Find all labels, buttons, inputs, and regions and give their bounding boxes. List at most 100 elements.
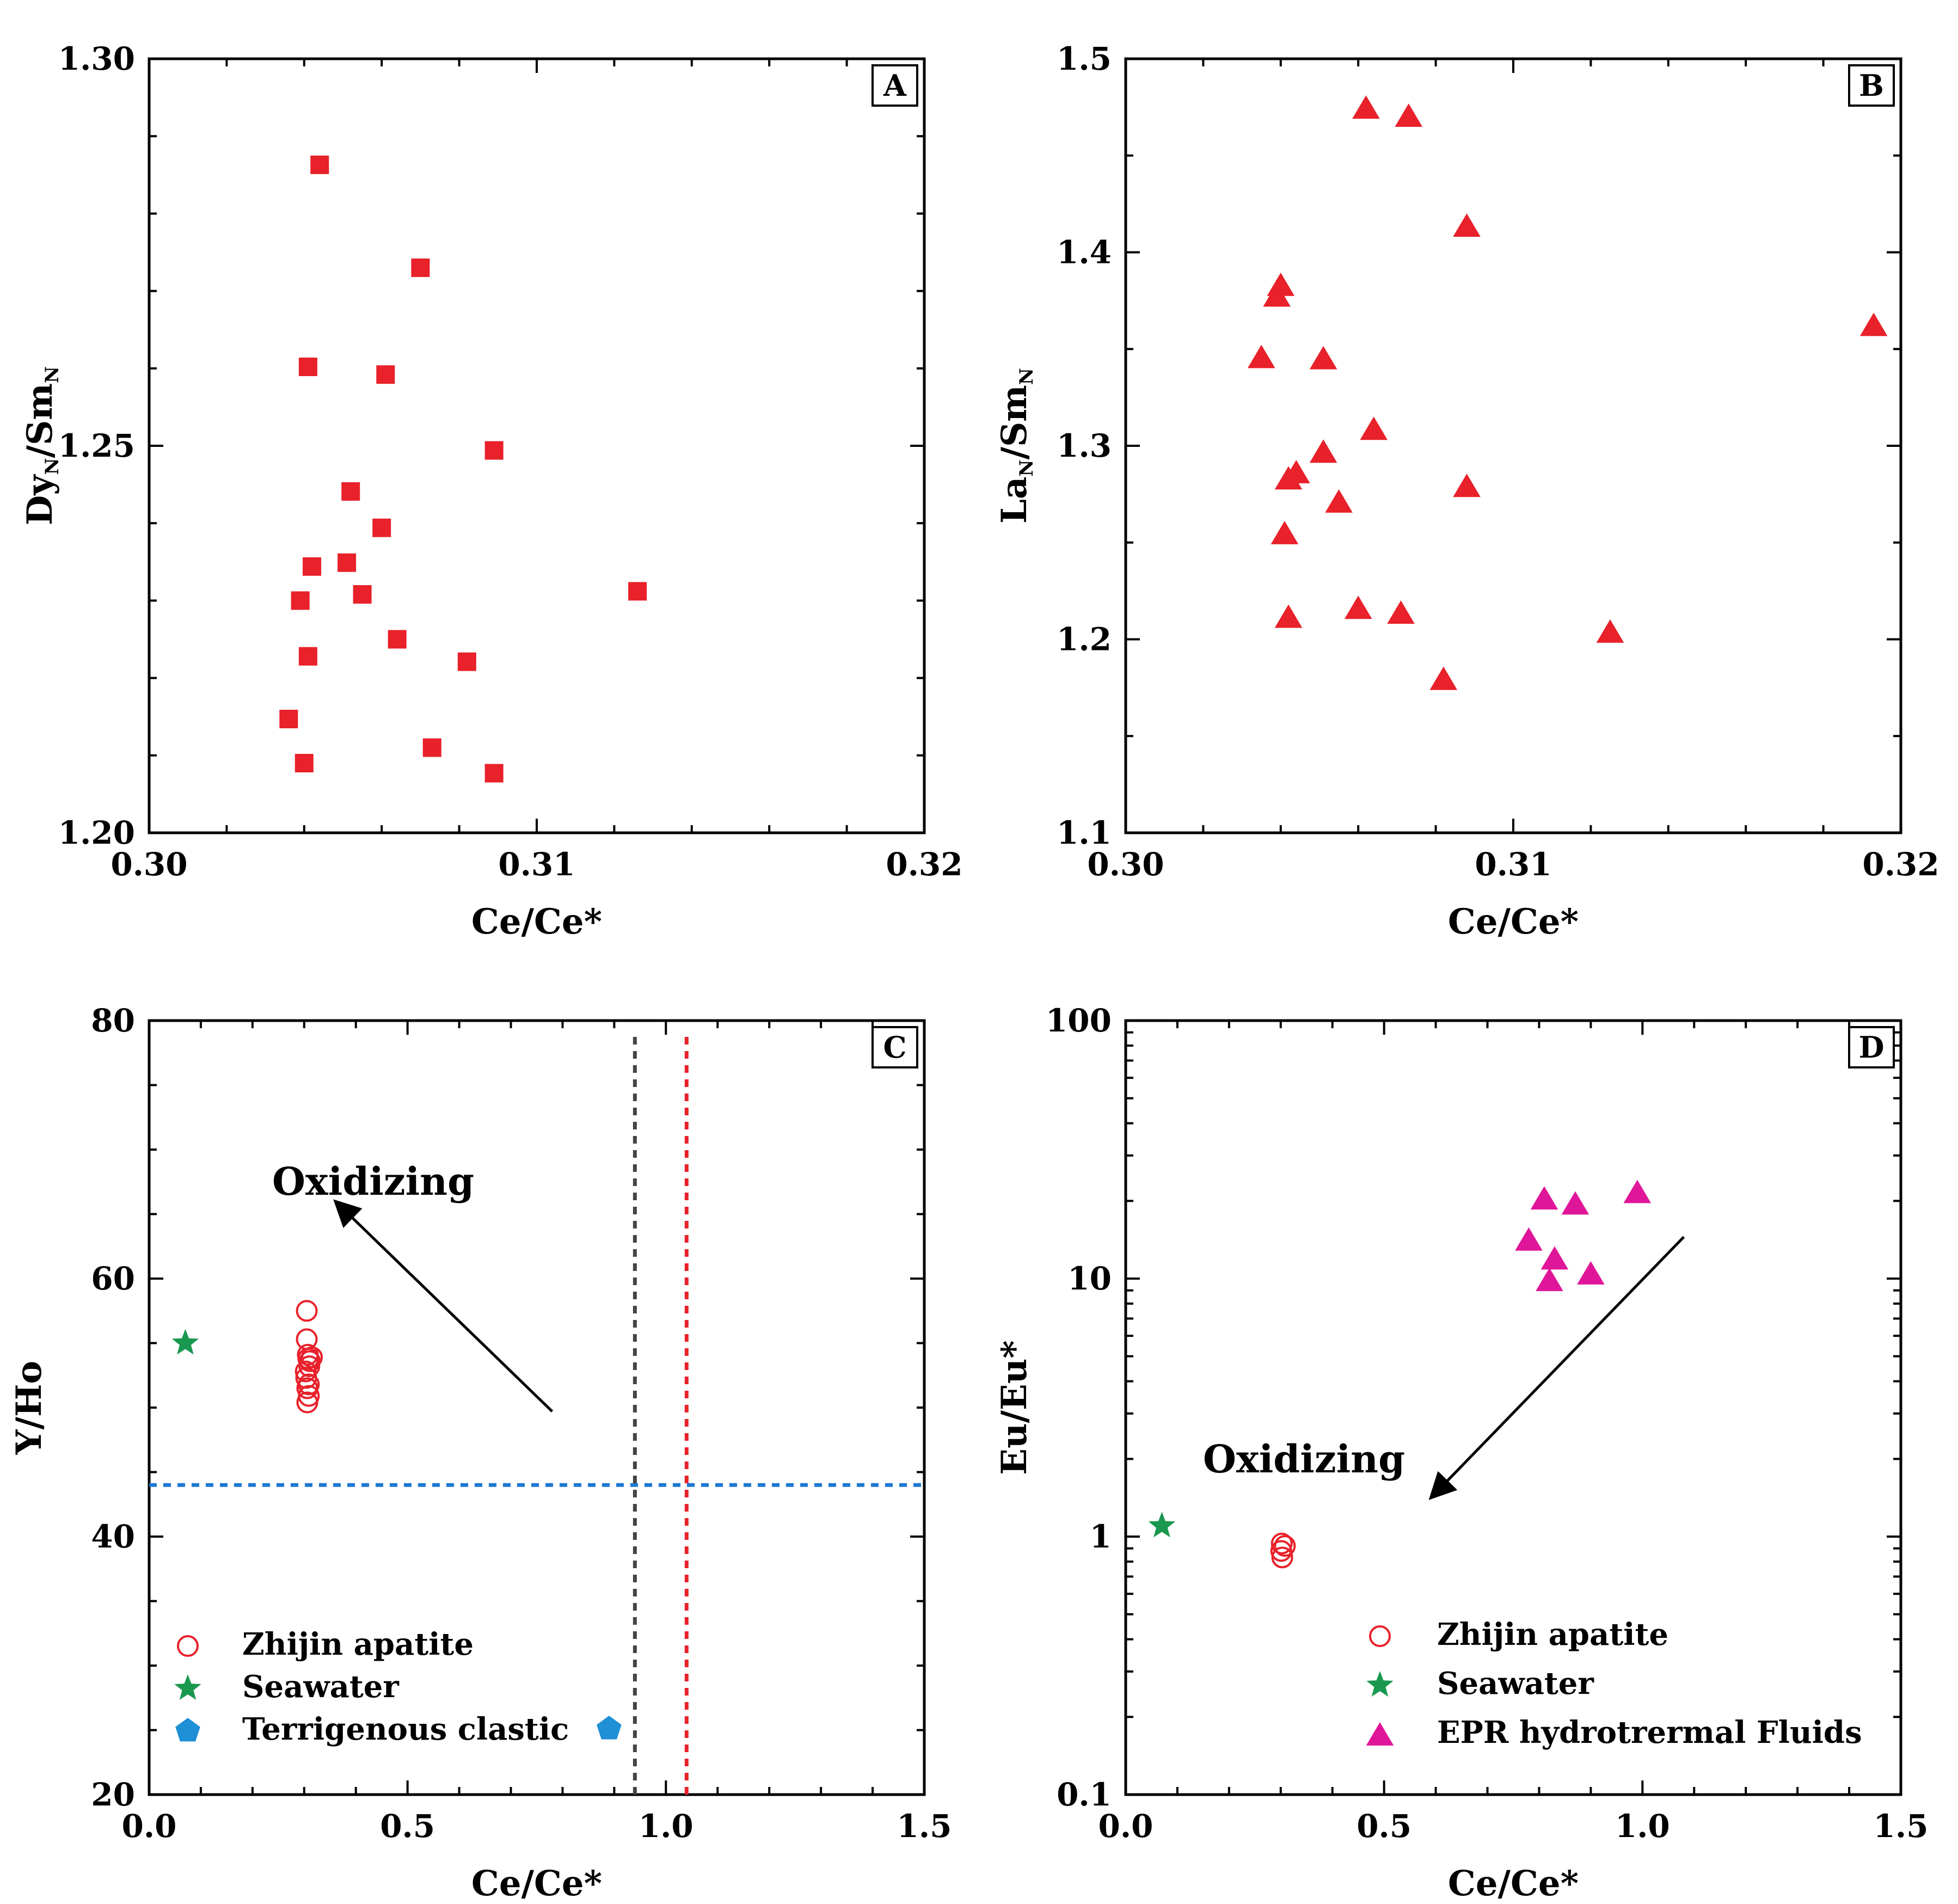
legend-marker bbox=[177, 1635, 199, 1657]
data-point bbox=[1453, 213, 1481, 237]
data-point bbox=[1596, 619, 1624, 643]
y-tick-label: 1.5 bbox=[1057, 40, 1112, 77]
panel-d: 0.0 0.5 1.0 1.5 0.1 1 10 100 Ce/Ce* Eu/Eu* D Oxidiz… bbox=[994, 1002, 1929, 1904]
plot-frame bbox=[1124, 57, 1902, 834]
y-tick-label: 80 bbox=[91, 1002, 135, 1039]
x-axis-title: Ce/Ce* bbox=[1448, 1863, 1579, 1901]
x-tick-label: 0.0 bbox=[1098, 1808, 1153, 1845]
data-point bbox=[298, 357, 317, 376]
x-tick-label: 0.32 bbox=[1862, 846, 1939, 883]
data-point bbox=[296, 1391, 318, 1414]
data-point bbox=[1309, 346, 1337, 370]
y-tick-label: 1.20 bbox=[58, 814, 135, 851]
y-axis-title: Y/Ho bbox=[9, 1361, 50, 1455]
data-point bbox=[1395, 103, 1423, 127]
legend-label: Seawater bbox=[1437, 1666, 1594, 1702]
data-point bbox=[388, 630, 407, 649]
x-axis-title: Ce/Ce* bbox=[1448, 901, 1579, 942]
legend-label: Terrigenous clastic bbox=[242, 1711, 569, 1747]
legend-label: Zhijin apatite bbox=[1437, 1617, 1668, 1653]
y-tick-label: 100 bbox=[1046, 1002, 1112, 1039]
data-point bbox=[1360, 416, 1388, 440]
x-tick-label: 0.0 bbox=[122, 1808, 177, 1845]
series-epr-hydrotrermal-fluids bbox=[1515, 1180, 1652, 1291]
data-point bbox=[294, 754, 314, 773]
legend: Zhijin apatite Seawater Terrigenous clasti… bbox=[174, 1626, 569, 1747]
y-tick-label: 1.30 bbox=[58, 40, 135, 77]
data-point bbox=[1387, 600, 1415, 624]
x-tick-label: 0.32 bbox=[886, 846, 962, 883]
panel-tag-box bbox=[871, 1026, 918, 1068]
oxidizing-label: Oxidizing bbox=[1203, 1436, 1405, 1482]
x-axis-title: Ce/Ce* bbox=[471, 1863, 602, 1901]
data-point bbox=[376, 365, 395, 384]
oxidizing-arrow bbox=[333, 1199, 554, 1412]
legend-marker bbox=[1369, 1625, 1391, 1647]
data-point bbox=[1344, 595, 1372, 619]
oxidizing-label: Oxidizing bbox=[272, 1159, 474, 1204]
data-point bbox=[1263, 283, 1291, 307]
panel-tag: B bbox=[1859, 68, 1884, 103]
data-point bbox=[1429, 666, 1458, 690]
data-point bbox=[411, 258, 430, 277]
panel-b: 0.30 0.31 0.32 1.1 1.2 1.3 1.4 1.5 Ce/Ce* LaN/SmN… bbox=[994, 40, 1939, 942]
series-seawater bbox=[1148, 1512, 1176, 1538]
plot-frame bbox=[1124, 1019, 1902, 1796]
data-point bbox=[597, 1716, 622, 1740]
data-point bbox=[291, 591, 310, 610]
legend-marker bbox=[1366, 1722, 1394, 1746]
data-point bbox=[296, 1300, 318, 1322]
y-tick-label: 1 bbox=[1090, 1518, 1112, 1555]
panel-tag: D bbox=[1859, 1030, 1885, 1065]
data-point bbox=[1270, 1540, 1292, 1562]
x-tick-label: 1.0 bbox=[1615, 1808, 1670, 1845]
data-point bbox=[353, 585, 372, 604]
data-point bbox=[279, 709, 298, 728]
data-point bbox=[1325, 489, 1353, 513]
data-point bbox=[171, 1329, 199, 1355]
data-point bbox=[372, 518, 391, 537]
x-tick-label: 0.30 bbox=[111, 846, 187, 883]
y-tick-label: 20 bbox=[91, 1776, 135, 1813]
data-point bbox=[1623, 1180, 1652, 1203]
y-axis-title: Eu/Eu* bbox=[994, 1340, 1035, 1475]
legend-label: EPR hydrotrermal Fluids bbox=[1437, 1715, 1862, 1751]
series-square bbox=[279, 155, 647, 783]
panel-tag-box bbox=[1848, 64, 1895, 107]
y-tick-label: 1.25 bbox=[58, 427, 135, 464]
data-point bbox=[1577, 1261, 1605, 1285]
data-point bbox=[1540, 1246, 1569, 1270]
data-point bbox=[1274, 466, 1303, 490]
legend-marker bbox=[174, 1674, 201, 1700]
data-point bbox=[1561, 1191, 1589, 1215]
data-point bbox=[628, 582, 647, 601]
legend-marker bbox=[1366, 1671, 1394, 1697]
data-point bbox=[301, 1346, 323, 1368]
y-axis-title: LaN/SmN bbox=[994, 368, 1038, 524]
data-point bbox=[341, 482, 360, 501]
x-tick-label: 1.5 bbox=[897, 1808, 952, 1845]
series-zhijin-apatite bbox=[294, 1300, 323, 1414]
series-terrigenous-clastic bbox=[597, 1716, 622, 1740]
x-tick-label: 1.5 bbox=[1874, 1808, 1929, 1845]
y-tick-label: 40 bbox=[91, 1518, 135, 1555]
panel-tag: C bbox=[883, 1030, 907, 1065]
data-point bbox=[457, 652, 476, 671]
x-tick-label: 0.5 bbox=[1357, 1808, 1411, 1845]
y-tick-label: 1.1 bbox=[1057, 814, 1112, 851]
data-point bbox=[1530, 1186, 1558, 1210]
y-tick-label: 1.4 bbox=[1057, 234, 1112, 271]
series-zhijin-apatite bbox=[1270, 1532, 1296, 1569]
legend: Zhijin apatite Seawater EPR hydrotrermal F… bbox=[1366, 1617, 1862, 1751]
x-axis-title: Ce/Ce* bbox=[471, 901, 602, 942]
data-point bbox=[1515, 1227, 1543, 1251]
data-point bbox=[422, 738, 441, 757]
data-point bbox=[337, 553, 357, 572]
data-point bbox=[484, 441, 504, 460]
data-point bbox=[303, 557, 322, 576]
y-tick-label: 0.1 bbox=[1057, 1776, 1112, 1813]
data-point bbox=[1859, 312, 1888, 336]
series-triangle bbox=[1247, 95, 1888, 690]
y-tick-label: 10 bbox=[1067, 1260, 1112, 1297]
y-tick-label: 1.2 bbox=[1057, 621, 1112, 658]
